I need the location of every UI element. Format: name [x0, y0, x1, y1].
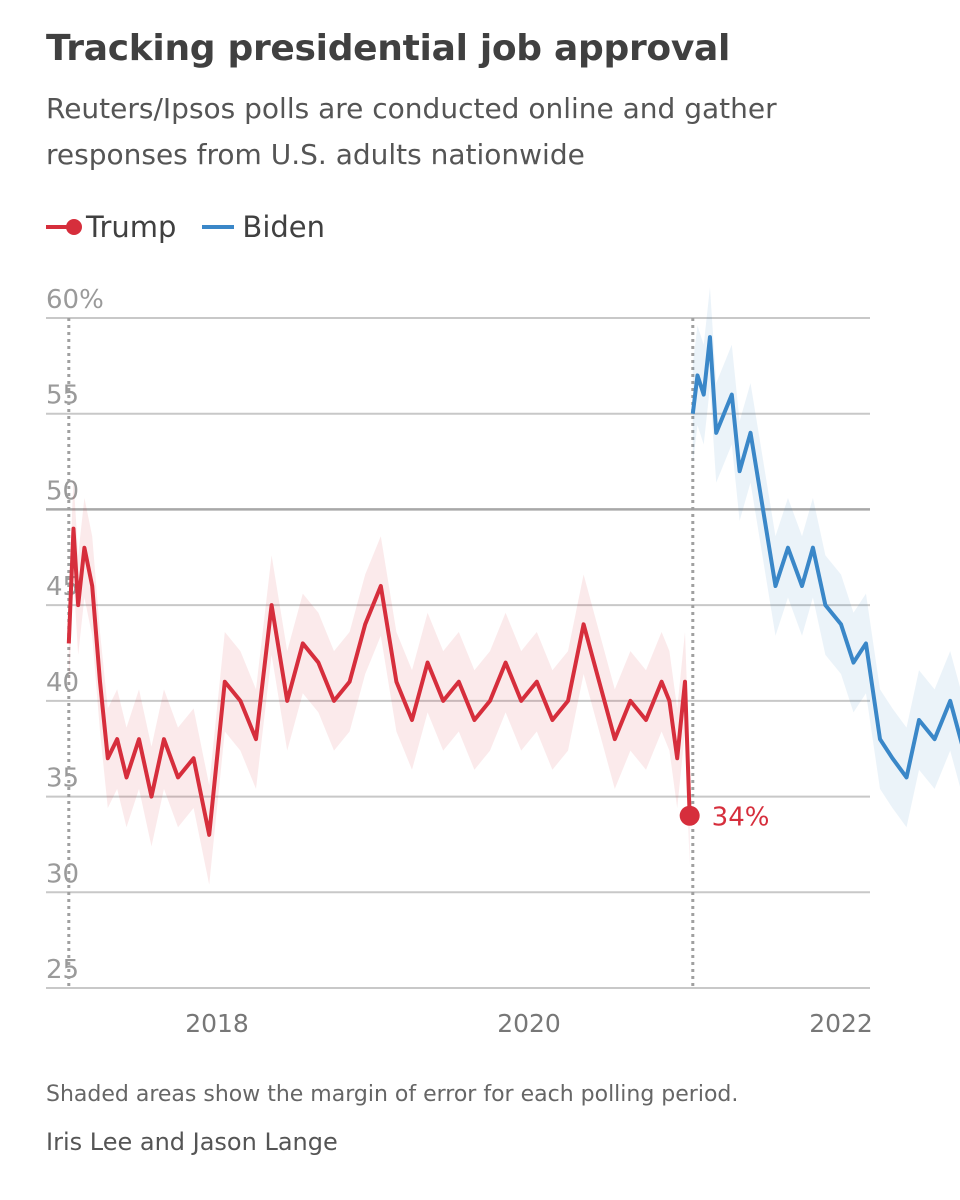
- footnote: Shaded areas show the margin of error fo…: [46, 1082, 739, 1107]
- biden-swatch-icon: [202, 225, 235, 229]
- y-tick-label: 45: [46, 572, 79, 602]
- end-point-label: 34%: [712, 803, 770, 833]
- legend-item-biden: Biden: [202, 210, 325, 244]
- x-tick-label: 2018: [185, 1009, 249, 1038]
- y-tick-label: 25: [46, 955, 79, 985]
- x-tick-label: 2020: [497, 1009, 561, 1038]
- error-band: [692, 287, 960, 828]
- y-tick-label: 35: [46, 764, 79, 794]
- legend-item-trump: Trump: [46, 210, 176, 244]
- chart-title: Tracking presidential job approval: [46, 28, 731, 69]
- x-tick-label: 2022: [809, 1009, 873, 1038]
- end-point-marker: [679, 805, 700, 826]
- chart-subtitle: Reuters/Ipsos polls are conducted online…: [46, 92, 777, 171]
- credit: Iris Lee and Jason Lange: [46, 1128, 338, 1156]
- y-tick-label: 55: [46, 381, 79, 411]
- y-tick-label: 50: [46, 476, 79, 506]
- y-tick-label: 40: [46, 668, 79, 698]
- legend: Trump Biden: [46, 210, 351, 244]
- error-band: [68, 478, 690, 885]
- series-line: [690, 335, 960, 780]
- series-line: [66, 526, 692, 837]
- approval-chart: 60%555045403530252018202020222024202634%…: [46, 285, 960, 1038]
- legend-label-trump: Trump: [86, 210, 177, 244]
- trump-swatch-icon: [46, 219, 82, 235]
- legend-label-biden: Biden: [242, 210, 326, 244]
- y-tick-label: 60%: [46, 285, 104, 315]
- y-tick-label: 30: [46, 859, 79, 889]
